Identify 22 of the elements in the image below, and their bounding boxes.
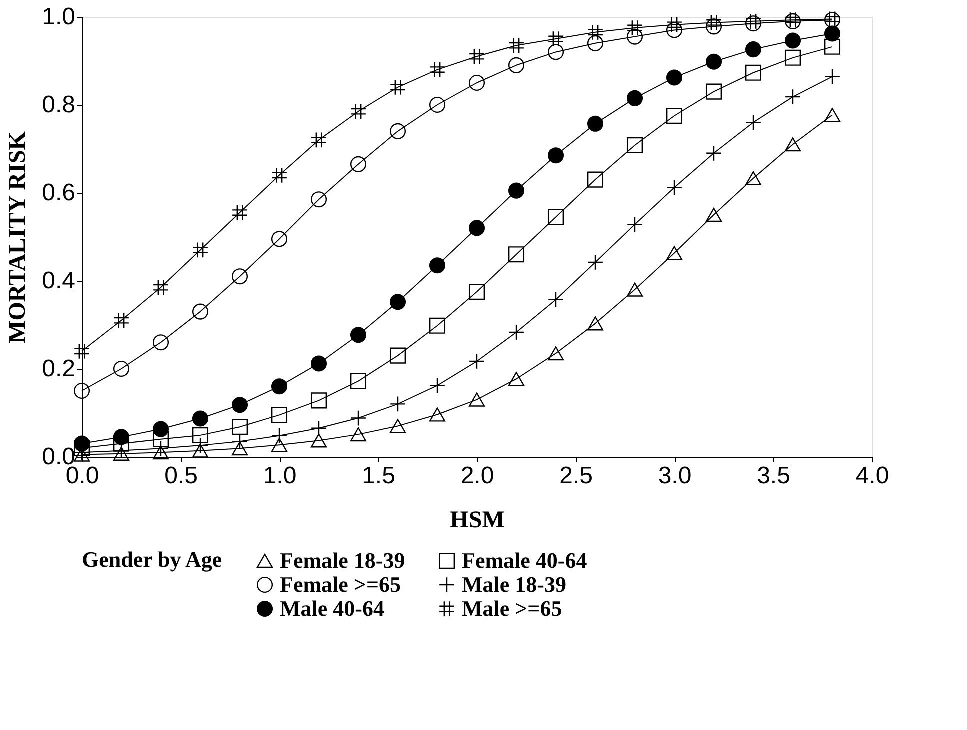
x-tick-label: 0.5	[164, 462, 198, 490]
y-tick-label: 1.0	[42, 4, 76, 30]
x-tick-label: 2.0	[460, 462, 494, 490]
x-axis-title: HSM	[450, 508, 505, 534]
x-tick-label: 3.5	[757, 462, 790, 490]
x-tick-label: 3.0	[658, 462, 692, 490]
y-tick-label: 0.2	[42, 356, 76, 382]
legend-label: Female 40-64	[462, 548, 588, 573]
legend-title: Gender by Age	[82, 547, 222, 572]
x-tick-label: 2.5	[560, 462, 593, 490]
x-tick-label: 1.5	[362, 462, 396, 490]
y-tick-label: 0.8	[42, 92, 76, 118]
legend-label: Male 40-64	[280, 596, 384, 621]
y-axis-title: MORTALITY RISK	[5, 131, 32, 344]
y-tick-label: 0.4	[42, 268, 76, 294]
legend-label: Male >=65	[462, 596, 562, 621]
legend-label: Female >=65	[280, 572, 401, 597]
legend-label: Male 18-39	[462, 572, 566, 597]
legend-label: Female 18-39	[280, 548, 406, 573]
y-tick-label: 0.6	[42, 180, 76, 206]
x-tick-label: 1.0	[263, 462, 297, 490]
x-tick-label: 4.0	[856, 462, 890, 490]
